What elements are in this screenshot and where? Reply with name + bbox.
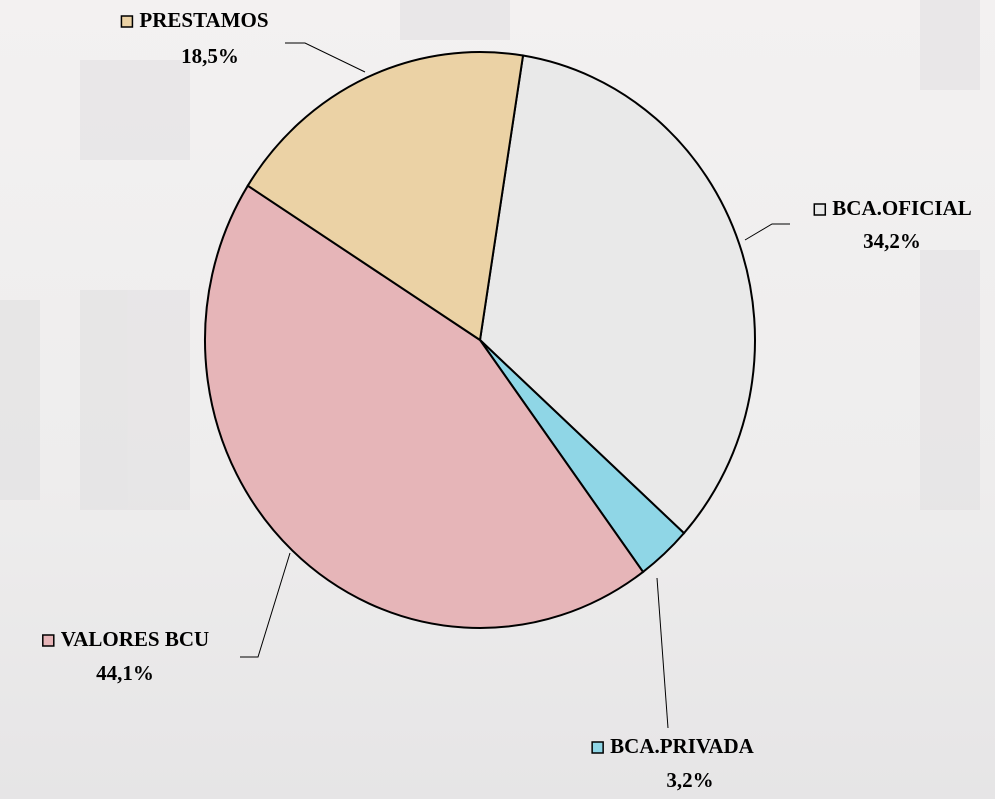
category-label: BCA.OFICIAL xyxy=(832,196,971,220)
value-label: 18,5% xyxy=(181,44,239,68)
category-label: VALORES BCU xyxy=(61,627,209,651)
leader-line xyxy=(285,42,366,73)
leader-line xyxy=(744,223,790,241)
leader-line xyxy=(656,577,669,729)
pie-slice xyxy=(246,51,525,342)
value-label: 44,1% xyxy=(96,661,154,685)
legend-key xyxy=(813,203,827,216)
pie-slice xyxy=(204,184,645,629)
pie xyxy=(204,51,756,629)
background-windows xyxy=(0,0,980,510)
pie-slice xyxy=(478,54,756,535)
labels: BCA.OFICIAL 34,2% BCA.PRIVADA 3,2% VALORES B… xyxy=(42,8,972,792)
value-label: 3,2% xyxy=(666,768,713,792)
category-label: PRESTAMOS xyxy=(139,8,268,32)
value-label: 34,2% xyxy=(863,229,921,253)
category-label: BCA.PRIVADA xyxy=(610,734,755,758)
legend-key xyxy=(120,15,134,28)
legend-key xyxy=(42,634,55,647)
leader-line xyxy=(240,552,291,658)
legend-key xyxy=(591,741,604,754)
